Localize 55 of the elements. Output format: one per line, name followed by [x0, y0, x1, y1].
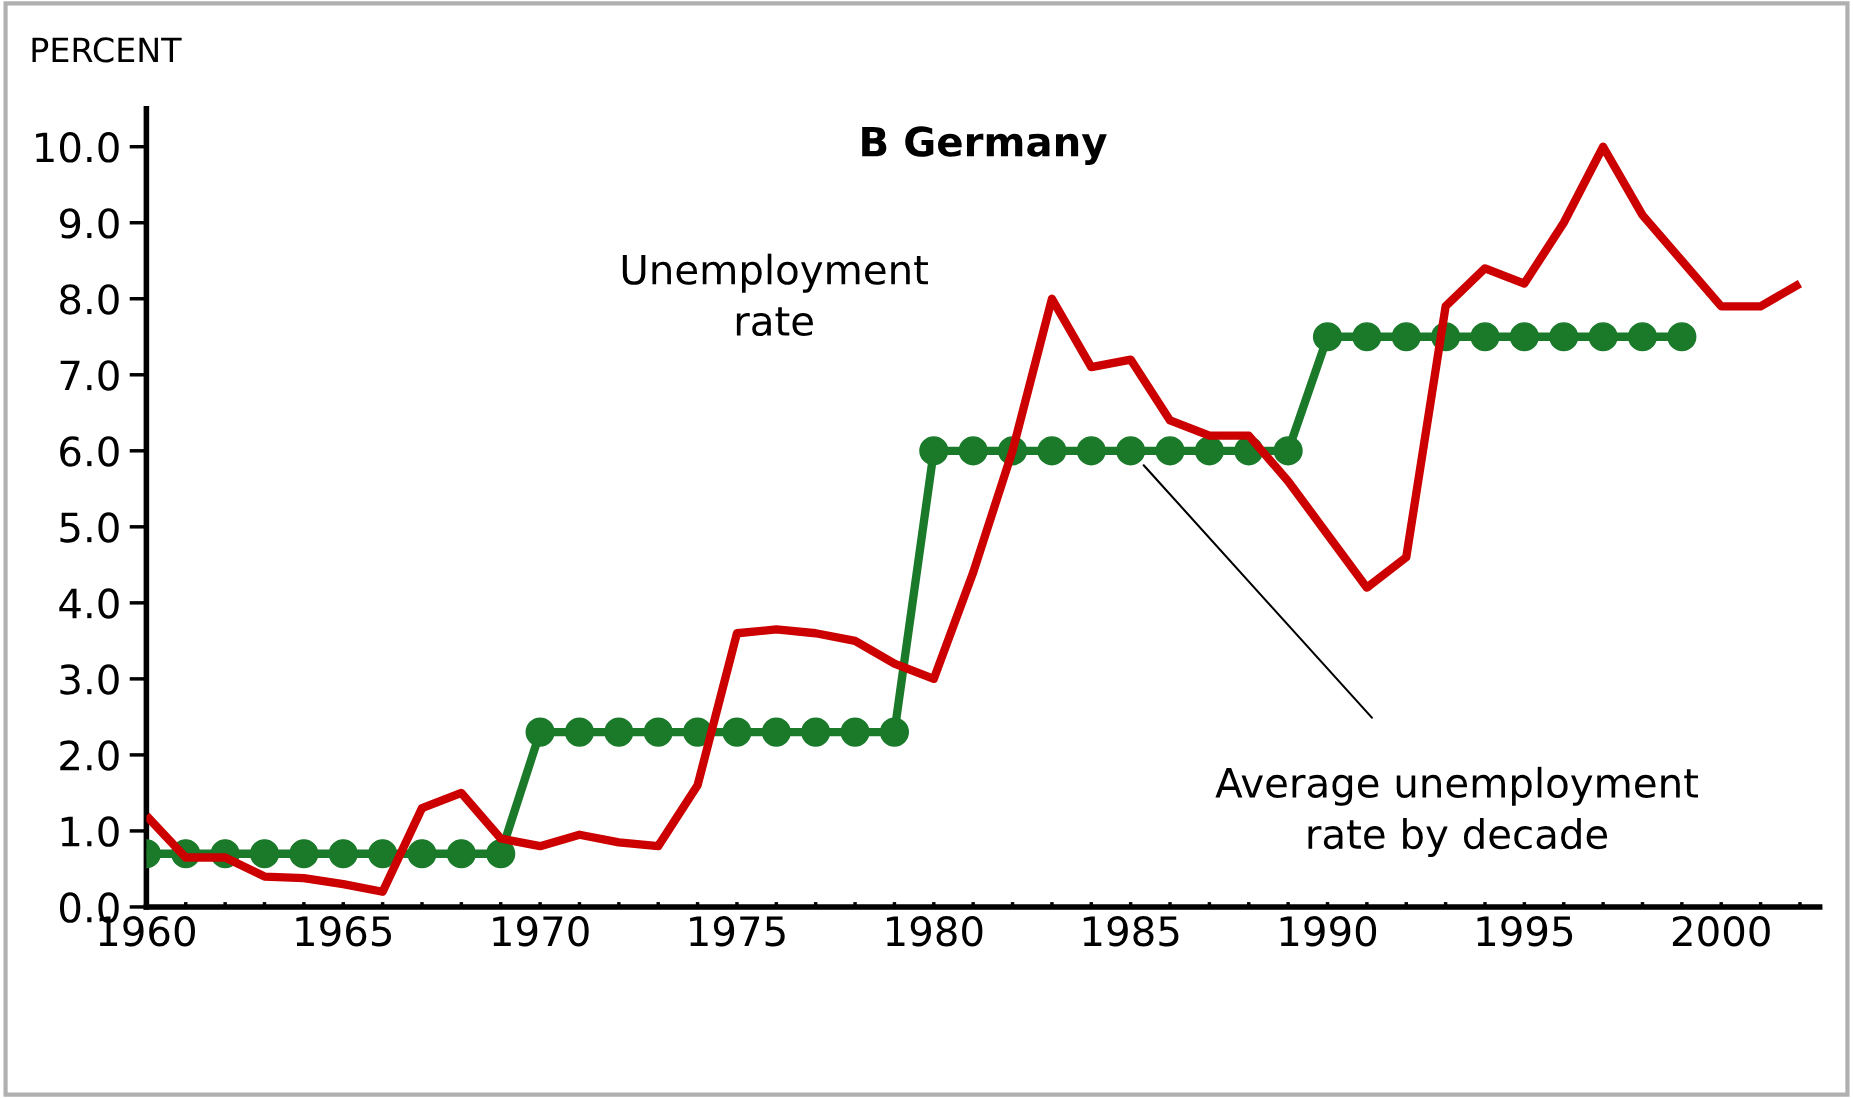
y-tick-label: 7.0 — [60, 360, 119, 391]
point — [1470, 322, 1500, 352]
y-tick-label: 8.0 — [60, 284, 119, 315]
y-tick-label: 10.0 — [36, 132, 119, 163]
y-tick-label: 6.0 — [60, 436, 119, 467]
point — [1037, 436, 1067, 466]
point — [643, 717, 673, 747]
point — [1155, 436, 1185, 466]
chart-title: B Germany — [862, 126, 1107, 165]
x-tick-label: 1970 — [493, 915, 589, 947]
point — [1627, 322, 1658, 352]
point — [1549, 322, 1579, 352]
point — [1352, 322, 1382, 352]
x-tick-label: 1985 — [1083, 915, 1179, 947]
x-tick-label: 2000 — [1672, 915, 1770, 947]
point — [1391, 322, 1421, 352]
point — [1667, 322, 1697, 352]
point — [368, 839, 398, 869]
point — [1194, 436, 1224, 466]
y-tick-label: 1.0 — [61, 816, 119, 847]
point — [1509, 322, 1539, 352]
y-tick-label: 4.0 — [59, 588, 119, 619]
text: Unemployment rate — [622, 253, 928, 337]
x-tick-label: 1995 — [1477, 915, 1573, 947]
point — [249, 839, 280, 869]
y-tick-label: 3.0 — [60, 664, 119, 695]
y-tick-label: 2.0 — [60, 740, 119, 771]
point — [761, 717, 791, 747]
point — [1273, 436, 1303, 466]
y-tick-label: 5.0 — [60, 512, 119, 543]
point — [328, 839, 358, 869]
point — [1116, 436, 1146, 466]
point — [879, 717, 910, 747]
y-axis-title: PERCENT — [32, 37, 182, 63]
x-tick-label: 1990 — [1280, 915, 1377, 947]
point — [1588, 322, 1618, 352]
point — [1076, 436, 1106, 466]
point — [722, 717, 752, 747]
point — [1312, 322, 1343, 352]
x-tick-label: 1980 — [886, 915, 983, 947]
point — [486, 839, 516, 869]
x-tick-label: 1975 — [690, 915, 785, 947]
point — [525, 717, 555, 747]
x-tick-label: 1965 — [296, 915, 391, 947]
point — [564, 717, 595, 747]
y-tick-label: 9.0 — [59, 208, 119, 239]
point — [407, 839, 437, 869]
point — [919, 436, 949, 466]
point — [958, 436, 988, 466]
point — [840, 717, 870, 747]
point — [604, 717, 634, 747]
text: Average unemployment rate by decade — [1215, 766, 1698, 858]
point — [446, 839, 476, 869]
point — [801, 717, 831, 747]
point — [289, 839, 319, 869]
